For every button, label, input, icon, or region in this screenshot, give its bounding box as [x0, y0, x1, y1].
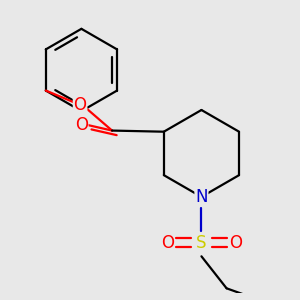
- Text: O: O: [74, 96, 87, 114]
- Text: S: S: [196, 234, 207, 252]
- Text: O: O: [229, 234, 242, 252]
- Text: O: O: [160, 234, 174, 252]
- Text: N: N: [195, 188, 208, 206]
- Text: O: O: [75, 116, 88, 134]
